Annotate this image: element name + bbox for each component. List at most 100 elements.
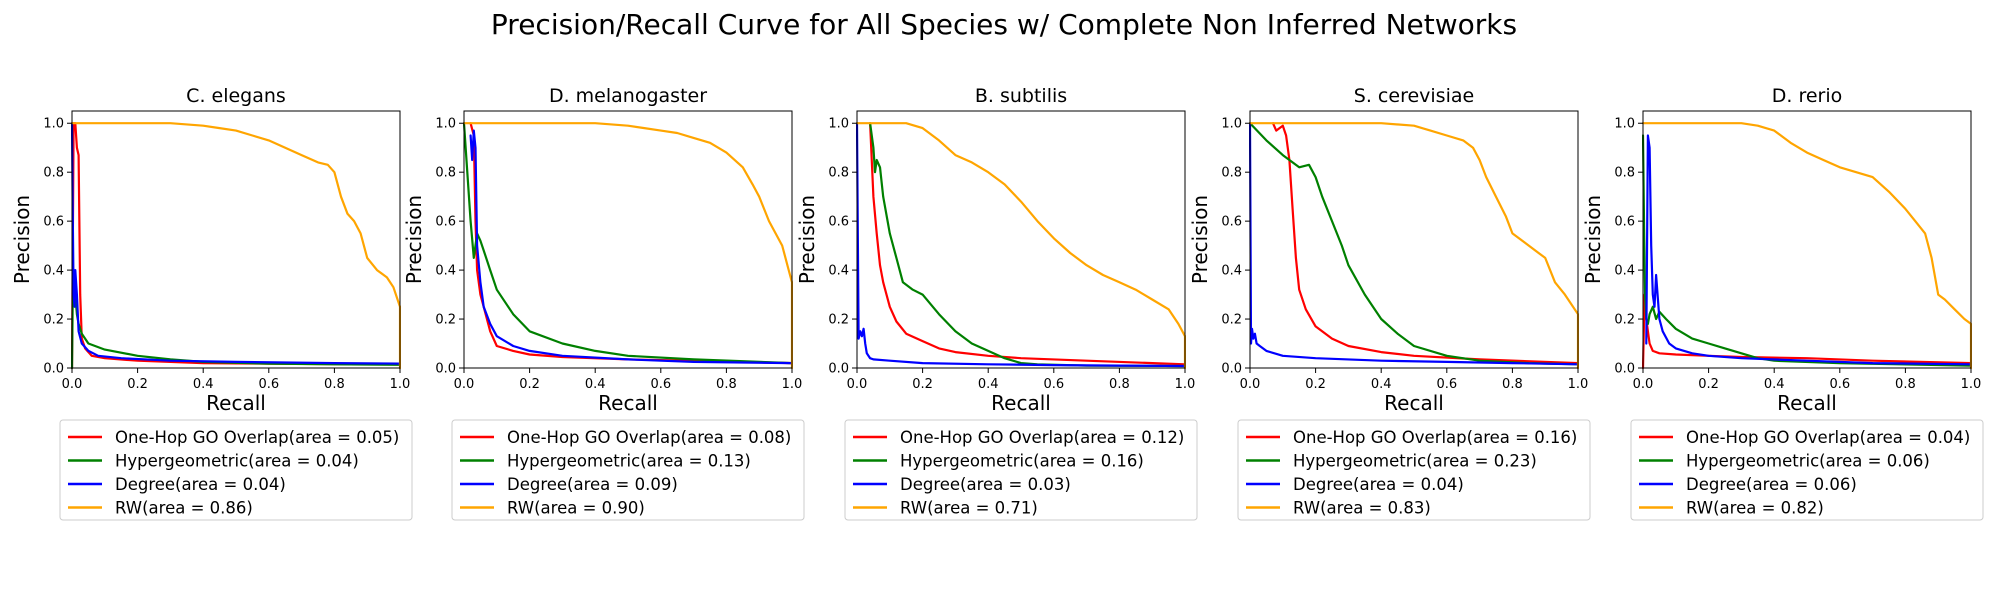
legend-label: Hypergeometric(area = 0.04) [115, 452, 359, 471]
y-tick-label: 0.8 [828, 166, 849, 181]
panel-0: C. elegans 0.0 0.2 0.4 0.6 0.8 1.0 0.0 0.2 0.4 0.6… [10, 85, 413, 521]
x-tick-label: 1.0 [1568, 377, 1589, 392]
x-tick-label: 0.4 [585, 377, 606, 392]
series-line-rw [71, 122, 401, 369]
series-line-rw [463, 122, 793, 369]
x-tick-label: 0.8 [1895, 377, 1916, 392]
y-tick-label: 0.0 [828, 362, 849, 377]
series-line-degree [469, 129, 793, 365]
y-tick-label: 0.0 [1221, 362, 1242, 377]
y-tick-label: 0.4 [1221, 264, 1242, 279]
legend-label: One-Hop GO Overlap(area = 0.16) [1293, 428, 1577, 447]
legend-label: One-Hop GO Overlap(area = 0.08) [507, 428, 791, 447]
y-tick-label: 0.2 [1221, 313, 1242, 328]
y-tick-label: 0.2 [43, 313, 64, 328]
x-axis-label: Recall [1777, 391, 1837, 415]
figure-title: Precision/Recall Curve for All Species w… [491, 8, 1517, 41]
y-tick-label: 1.0 [1221, 117, 1242, 132]
y-tick-label: 0.0 [435, 362, 456, 377]
legend-box [1237, 419, 1591, 521]
legend-label: One-Hop GO Overlap(area = 0.12) [900, 428, 1184, 447]
panel-title: B. subtilis [975, 85, 1067, 107]
axes-frame [71, 110, 401, 369]
legend: One-Hop GO Overlap(area = 0.16) Hypergeom… [1237, 419, 1591, 521]
legend-label: One-Hop GO Overlap(area = 0.04) [1686, 428, 1970, 447]
axes-frame [1249, 110, 1579, 369]
y-tick-label: 0.6 [43, 215, 64, 230]
legend-label: Degree(area = 0.03) [900, 475, 1071, 494]
series-line-degree [1249, 122, 1579, 366]
y-axis-label: Precision [795, 195, 819, 284]
legend: One-Hop GO Overlap(area = 0.04) Hypergeom… [1630, 419, 1984, 521]
y-tick-label: 0.8 [435, 166, 456, 181]
panel-4: D. rerio 0.0 0.2 0.4 0.6 0.8 1.0 0.0 0.2 0.4 0.6 0.… [1581, 85, 1984, 521]
x-tick-label: 0.2 [912, 377, 933, 392]
y-axis-label: Precision [1581, 195, 1605, 284]
panel-title: D. rerio [1772, 85, 1843, 107]
y-axis-label: Precision [402, 195, 426, 284]
series-line-degree [71, 122, 401, 365]
x-axis-label: Recall [598, 391, 658, 415]
y-tick-label: 0.0 [43, 362, 64, 377]
legend-box [59, 419, 413, 521]
y-tick-label: 0.6 [1221, 215, 1242, 230]
x-tick-label: 0.6 [1043, 377, 1064, 392]
series-line-degree [856, 122, 1186, 368]
legend-label: RW(area = 0.86) [115, 499, 253, 518]
series-line-one-hop-go-overlap [868, 122, 1186, 366]
panels: C. elegans 0.0 0.2 0.4 0.6 0.8 1.0 0.0 0.2 0.4 0.6… [10, 85, 1984, 521]
legend-label: Degree(area = 0.04) [1293, 475, 1464, 494]
y-tick-label: 1.0 [828, 117, 849, 132]
legend-label: Hypergeometric(area = 0.16) [900, 452, 1144, 471]
y-axis-label: Precision [1188, 195, 1212, 284]
x-tick-label: 0.6 [650, 377, 671, 392]
x-tick-label: 0.8 [324, 377, 345, 392]
x-tick-label: 0.4 [978, 377, 999, 392]
panel-1: D. melanogaster 0.0 0.2 0.4 0.6 0.8 1.0 0.0 0.2 0… [402, 85, 805, 521]
legend-label: RW(area = 0.82) [1686, 499, 1824, 518]
legend-label: RW(area = 0.90) [507, 499, 645, 518]
x-tick-label: 0.2 [1305, 377, 1326, 392]
x-tick-label: 0.2 [519, 377, 540, 392]
legend-label: RW(area = 0.71) [900, 499, 1038, 518]
legend-label: Degree(area = 0.04) [115, 475, 286, 494]
x-tick-label: 1.0 [1961, 377, 1982, 392]
legend-box [844, 419, 1198, 521]
x-tick-label: 0.4 [1371, 377, 1392, 392]
legend-label: Hypergeometric(area = 0.23) [1293, 452, 1537, 471]
y-tick-label: 0.4 [1614, 264, 1635, 279]
series-line-rw [1249, 122, 1579, 369]
legend: One-Hop GO Overlap(area = 0.05) Hypergeom… [59, 419, 413, 521]
y-tick-label: 1.0 [435, 117, 456, 132]
x-axis-label: Recall [206, 391, 266, 415]
x-axis-label: Recall [991, 391, 1051, 415]
x-tick-label: 0.6 [1829, 377, 1850, 392]
x-tick-label: 0.2 [1698, 377, 1719, 392]
legend-label: Hypergeometric(area = 0.06) [1686, 452, 1930, 471]
panel-title: C. elegans [186, 85, 286, 107]
panel-2: B. subtilis 0.0 0.2 0.4 0.6 0.8 1.0 0.0 0.2 0.4 0.… [795, 85, 1198, 521]
series-group [1642, 122, 1972, 369]
legend: One-Hop GO Overlap(area = 0.08) Hypergeom… [451, 419, 805, 521]
series-group [463, 122, 793, 369]
series-line-hypergeometric [868, 122, 1186, 368]
y-tick-label: 0.4 [828, 264, 849, 279]
x-tick-label: 0.6 [1436, 377, 1457, 392]
series-line-one-hop-go-overlap [1271, 122, 1579, 365]
x-tick-label: 0.8 [716, 377, 737, 392]
panel-title: D. melanogaster [549, 85, 707, 107]
y-tick-label: 0.2 [435, 313, 456, 328]
legend: One-Hop GO Overlap(area = 0.12) Hypergeom… [844, 419, 1198, 521]
x-tick-label: 1.0 [390, 377, 411, 392]
x-tick-label: 0.2 [127, 377, 148, 392]
y-tick-label: 0.2 [828, 313, 849, 328]
x-tick-label: 1.0 [782, 377, 803, 392]
panel-title: S. cerevisiae [1354, 85, 1474, 107]
legend-label: Hypergeometric(area = 0.13) [507, 452, 751, 471]
series-group [71, 122, 401, 369]
x-tick-label: 0.4 [193, 377, 214, 392]
x-tick-label: 0.0 [1633, 377, 1654, 392]
series-line-hypergeometric [1249, 122, 1579, 366]
y-tick-label: 0.4 [435, 264, 456, 279]
